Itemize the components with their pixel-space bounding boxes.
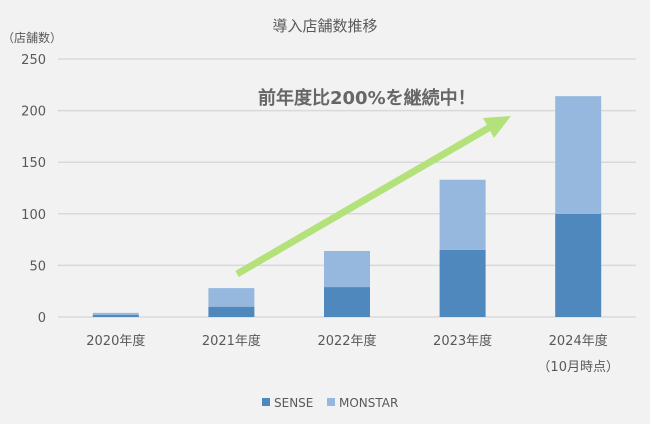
bar-sense — [555, 213, 602, 317]
x-tick-label: 2022年度 — [317, 333, 376, 349]
x-tick-label: 2020年度 — [86, 333, 145, 349]
y-tick-label: 250 — [21, 53, 46, 68]
bar-monstar — [555, 96, 602, 214]
x-tick-sublabel: （10月時点） — [537, 360, 619, 375]
arrow-shaft — [235, 122, 494, 278]
growth-arrow — [235, 116, 511, 278]
x-tick-label: 2024年度 — [549, 333, 608, 349]
bar-monstar — [439, 179, 486, 250]
bar-monstar — [92, 312, 139, 315]
legend-label: SENSE — [274, 396, 313, 410]
chart-title: 導入店舗数推移 — [272, 17, 377, 35]
annotation-text: 前年度比200%を継続中！ — [258, 87, 476, 109]
arrow-head — [483, 116, 511, 138]
y-tick-label: 50 — [29, 259, 46, 274]
x-tick-label: 2021年度 — [202, 333, 261, 349]
bar-monstar — [208, 288, 255, 307]
y-tick-label: 0 — [38, 311, 46, 326]
legend-swatch — [327, 398, 335, 406]
legend-label: MONSTAR — [339, 396, 398, 410]
bar-sense — [92, 314, 139, 317]
y-axis-label: （店舗数） — [2, 30, 62, 45]
y-tick-label: 200 — [21, 105, 46, 120]
y-tick-label: 150 — [21, 156, 46, 171]
bar-sense — [208, 306, 255, 317]
y-tick-label: 100 — [21, 208, 46, 223]
bar-sense — [324, 287, 370, 317]
legend-swatch — [262, 398, 270, 406]
bar-sense — [439, 249, 486, 317]
x-tick-label: 2023年度 — [433, 333, 492, 349]
bar-monstar — [324, 250, 370, 288]
